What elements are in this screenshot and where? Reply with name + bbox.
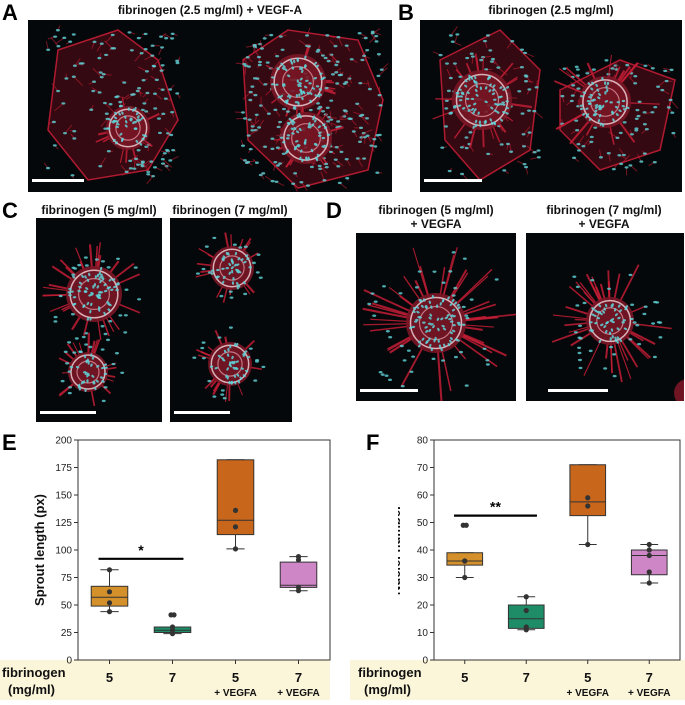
chart-f-x-tick-label: 5 — [461, 670, 468, 685]
chart-e-x-tick-label: 7 — [295, 670, 302, 685]
chart-e-data-point — [233, 524, 238, 529]
chart-e-y-tick-label: 50 — [61, 601, 73, 612]
panel-d-title-left-1: fibrinogen (5 mg/ml) — [356, 203, 516, 217]
chart-e-data-point — [107, 609, 112, 614]
chart-e-y-tick-label: 25 — [61, 628, 73, 639]
chart-f-data-point — [647, 542, 652, 547]
micrograph-b — [420, 20, 682, 192]
chart-f-y-tick-label: 50 — [417, 518, 429, 529]
chart-e-y-axis-label: Sprout length (px) — [32, 494, 47, 606]
chart-e-box — [217, 460, 254, 535]
chart-f-y-tick-label: 20 — [417, 601, 429, 612]
chart-e-data-point — [107, 567, 112, 572]
panel-letter-b: B — [398, 0, 414, 26]
chart-e-plot-frame — [78, 440, 330, 660]
chart-e-data-point — [296, 585, 301, 590]
chart-e-y-tick-label: 175 — [55, 463, 72, 474]
chart-f-y-tick-label: 10 — [417, 628, 429, 639]
chart-e-data-point — [107, 589, 112, 594]
chart-f-x-tick-label: 7 — [646, 670, 653, 685]
chart-e-box — [280, 562, 317, 587]
chart-f-significance-label: ** — [490, 499, 501, 515]
micrograph-d-left-svg — [356, 233, 516, 401]
chart-e-x-tick-label: 5 — [232, 670, 239, 685]
chart-e-data-point — [296, 554, 301, 559]
chart-f-x-tick-sublabel: + VEGFA — [566, 688, 609, 699]
chart-f-outlier — [464, 523, 469, 528]
chart-f-data-point — [585, 542, 590, 547]
panel-letter-f: F — [366, 430, 379, 456]
scale-bar — [32, 179, 84, 182]
chart-f-y-tick-label: 60 — [417, 491, 429, 502]
panel-letter-c: C — [2, 198, 18, 224]
chart-e-outlier — [171, 612, 176, 617]
scale-bar — [548, 389, 608, 392]
micrograph-a-svg — [28, 20, 392, 192]
scale-bar — [40, 411, 96, 414]
scale-bar — [424, 179, 482, 182]
chart-e-y-tick-label: 75 — [61, 573, 73, 584]
chart-f-y-tick-label: 70 — [417, 463, 429, 474]
chart-f: Nuclei number 0 10 20 30 40 50 60 70 80 5 7 5 + VEGFA… — [398, 430, 685, 700]
chart-f-data-point — [524, 594, 529, 599]
micrograph-d-right-svg — [526, 233, 684, 401]
panel-c-title-left: fibrinogen (5 mg/ml) — [36, 203, 162, 217]
chart-f-data-point — [524, 608, 529, 613]
panel-d-title-left-2: + VEGFA — [356, 217, 516, 231]
chart-e-data-point — [107, 600, 112, 605]
micrograph-d-left — [356, 233, 516, 401]
chart-f-y-tick-label: 40 — [417, 546, 429, 557]
chart-e-data-point — [170, 624, 175, 629]
chart-f-data-point — [585, 495, 590, 500]
chart-f-data-point — [647, 569, 652, 574]
chart-e-x-tick-label: 7 — [169, 670, 176, 685]
chart-e-y-tick-label: 125 — [55, 518, 72, 529]
chart-e-y-tick-label: 100 — [55, 546, 72, 557]
micrograph-c-left — [36, 218, 162, 422]
panel-d-title-right-1: fibrinogen (7 mg/ml) — [524, 203, 684, 217]
chart-f-data-point — [647, 580, 652, 585]
chart-f-data-point — [462, 558, 467, 563]
chart-e-data-point — [233, 546, 238, 551]
chart-f-svg: Nuclei number 0 10 20 30 40 50 60 70 80 5 7 5 + VEGFA… — [398, 430, 685, 700]
micrograph-c-right-svg — [170, 218, 292, 422]
micrograph-b-svg — [420, 20, 682, 192]
chart-e-x-tick-label: 5 — [106, 670, 113, 685]
chart-f-y-axis-label: Nuclei number — [398, 505, 403, 595]
chart-f-x-tick-label: 7 — [523, 670, 530, 685]
panel-letter-a: A — [2, 0, 18, 26]
panel-a-title: fibrinogen (2.5 mg/ml) + VEGF-A — [28, 3, 392, 17]
scale-bar — [360, 389, 418, 392]
panel-letter-e: E — [2, 430, 17, 456]
chart-f-data-point — [462, 575, 467, 580]
chart-f-y-tick-label: 80 — [417, 436, 429, 447]
chart-e-x-tick-sublabel: + VEGFA — [277, 688, 320, 699]
scale-bar — [174, 411, 230, 414]
panel-b-title: fibrinogen (2.5 mg/ml) — [420, 3, 682, 17]
chart-f-data-point — [647, 553, 652, 558]
chart-e-data-point — [233, 508, 238, 513]
chart-f-data-point — [585, 503, 590, 508]
micrograph-d-right — [526, 233, 684, 401]
panel-c-title-right: fibrinogen (7 mg/ml) — [168, 203, 292, 217]
chart-e-x-tick-sublabel: + VEGFA — [214, 688, 257, 699]
chart-e-svg: Sprout length (px)0255075100125150175200… — [30, 430, 335, 700]
chart-f-y-tick-label: 30 — [417, 573, 429, 584]
chart-f-x-tick-label: 5 — [584, 670, 591, 685]
chart-e-y-tick-label: 150 — [55, 491, 72, 502]
chart-e-significance-label: * — [138, 542, 144, 558]
micrograph-c-right — [170, 218, 292, 422]
micrograph-c-left-svg — [36, 218, 162, 422]
chart-f-x-tick-sublabel: + VEGFA — [628, 688, 671, 699]
chart-f-data-point — [524, 624, 529, 629]
chart-f-y-tick-label: 0 — [422, 656, 428, 667]
panel-d-title-right-2: + VEGFA — [524, 217, 684, 231]
chart-e-y-tick-label: 0 — [66, 656, 72, 667]
micrograph-a — [28, 20, 392, 192]
chart-f-data-point — [647, 547, 652, 552]
chart-e-y-tick-label: 200 — [55, 436, 72, 447]
panel-letter-d: D — [326, 198, 342, 224]
